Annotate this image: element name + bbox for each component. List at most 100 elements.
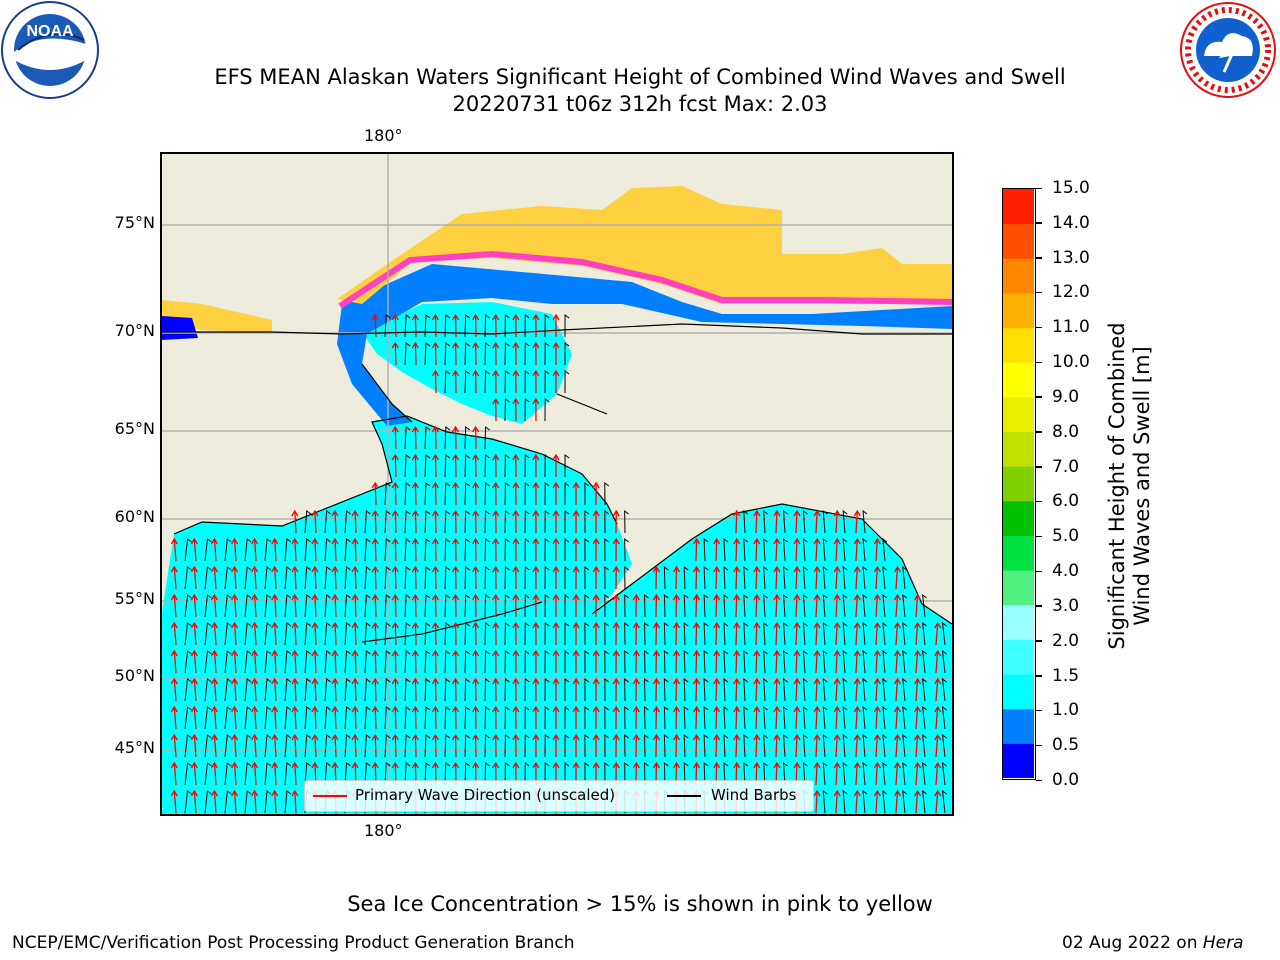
lon-label-bottom: 180° [364, 821, 403, 840]
wave-direction-arrow [251, 761, 259, 786]
wave-direction-arrow [873, 621, 881, 646]
wind-barb [504, 370, 510, 394]
wave-direction-arrow [552, 705, 560, 730]
wave-direction-arrow [873, 649, 881, 674]
wave-direction-arrow [914, 733, 922, 758]
wind-barb [604, 593, 610, 618]
wave-direction-arrow [291, 761, 299, 786]
wave-direction-arrow [271, 621, 279, 646]
wind-barb [624, 565, 629, 590]
wave-direction-arrow [492, 621, 500, 646]
wind-barb [822, 649, 828, 674]
wind-barb [504, 706, 510, 730]
wave-direction-arrow [472, 453, 480, 478]
wave-direction-arrow [451, 565, 460, 590]
wave-direction-arrow [934, 705, 942, 730]
wind-barb [783, 593, 788, 618]
wave-direction-arrow [592, 677, 600, 702]
wave-direction-arrow [914, 677, 922, 702]
chart-title: EFS MEAN Alaskan Waters Significant Heig… [214, 65, 1066, 89]
wave-direction-arrow [472, 341, 480, 366]
wave-direction-arrow [391, 313, 399, 338]
wind-barb [584, 761, 590, 786]
wind-barb [264, 538, 272, 562]
wave-direction-arrow [331, 537, 339, 562]
wind-barb [683, 565, 689, 590]
wind-barb [882, 537, 888, 562]
wave-direction-arrow [572, 593, 580, 618]
wind-barb [504, 650, 510, 674]
wave-direction-arrow [472, 733, 480, 758]
sea-ice-edge [338, 250, 952, 309]
wind-barb [842, 509, 848, 534]
wind-barb [324, 706, 331, 730]
wind-barb [244, 734, 252, 758]
wave-direction-arrow [492, 677, 500, 702]
wave-direction-arrow [431, 593, 439, 618]
wind-barb [244, 790, 252, 814]
wave-direction-arrow [492, 649, 500, 674]
wind-barb [404, 650, 411, 674]
wave-direction-arrow [391, 677, 399, 702]
wave-direction-arrow [391, 481, 399, 506]
wind-barb [842, 565, 848, 590]
wave-direction-arrow [833, 789, 841, 814]
wave-direction-arrow [371, 593, 379, 618]
wind-barb [264, 622, 272, 646]
wave-direction-arrow [873, 733, 881, 758]
wind-barb [284, 762, 292, 786]
wind-barb [643, 761, 649, 786]
wind-barb [743, 761, 749, 786]
wave-direction-arrow [170, 537, 178, 562]
colorbar-tick [1036, 605, 1042, 607]
wind-barb [922, 649, 927, 674]
wave-direction-arrow [291, 621, 299, 646]
wave-direction-arrow [371, 313, 379, 338]
wind-barb [683, 677, 689, 702]
wind-barb [802, 593, 808, 618]
wave-direction-arrow [170, 649, 178, 674]
wave-direction-arrow [431, 481, 439, 506]
wind-barb [544, 594, 550, 618]
wave-direction-arrow [733, 649, 741, 674]
wind-barb [624, 733, 629, 758]
wave-direction-arrow [793, 509, 801, 534]
wind-barb [862, 705, 868, 730]
wind-barb [624, 537, 629, 562]
map-canvas [162, 154, 952, 814]
wave-direction-arrow [612, 733, 620, 758]
wind-barb [703, 537, 709, 562]
wind-barb [703, 621, 709, 646]
wave-direction-arrow [813, 593, 821, 618]
wind-barb [524, 510, 530, 534]
wave-direction-arrow [813, 789, 821, 814]
wave-direction-arrow [512, 677, 520, 702]
wind-barb [624, 649, 629, 674]
wind-barb [224, 566, 232, 590]
wave-direction-arrow [431, 649, 439, 674]
wind-barb [264, 706, 272, 730]
wave-direction-arrow [351, 733, 359, 758]
wave-direction-arrow [472, 705, 480, 730]
wind-barb [464, 482, 471, 506]
colorbar-tick-label: 4.0 [1052, 561, 1080, 582]
wave-direction-arrow [532, 565, 540, 590]
wind-barb [941, 705, 947, 730]
wave-direction-arrow [652, 649, 660, 674]
wind-barb [802, 705, 808, 730]
wind-barb [842, 677, 848, 702]
wave-direction-arrow [451, 313, 460, 338]
wave-direction-arrow [612, 649, 620, 674]
wind-barb [802, 509, 808, 534]
wave-direction-arrow [853, 537, 861, 562]
wind-barb [584, 565, 590, 590]
wind-barb [204, 538, 212, 562]
wave-direction-arrow [371, 621, 379, 646]
wave-direction-arrow [813, 565, 821, 590]
wave-direction-arrow [492, 397, 500, 422]
wind-barb [524, 370, 530, 394]
wave-direction-arrow [833, 761, 841, 786]
wave-direction-arrow [271, 733, 279, 758]
wave-direction-arrow [552, 565, 560, 590]
wave-direction-arrow [713, 537, 721, 562]
